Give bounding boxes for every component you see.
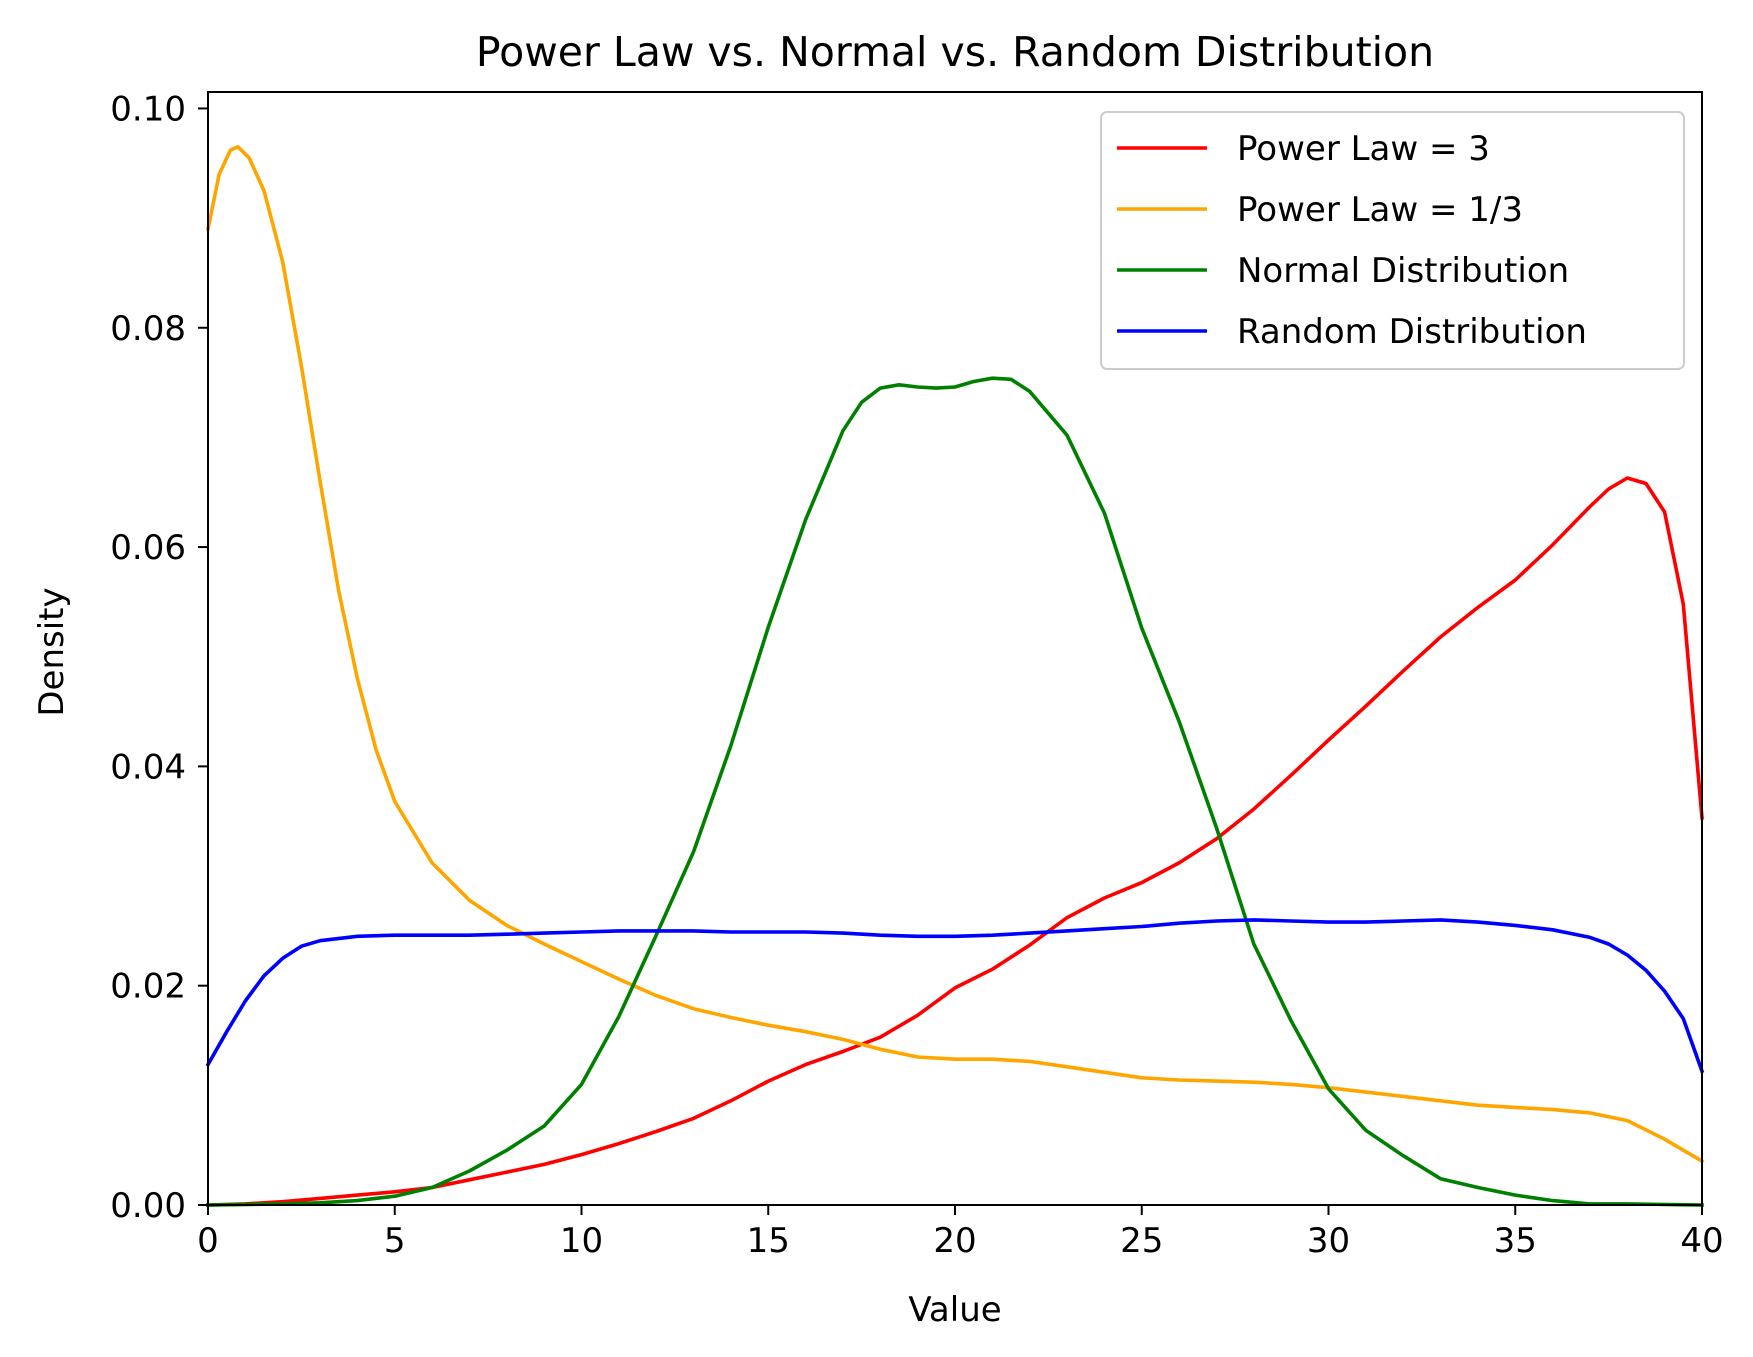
legend-label-3: Normal Distribution: [1237, 251, 1569, 291]
y-tick-label: 0.04: [110, 747, 186, 787]
chart-title: Power Law vs. Normal vs. Random Distribu…: [476, 28, 1434, 76]
legend: Power Law = 3 Power Law = 1/3 Normal Distr…: [1100, 111, 1685, 370]
y-tick-label: 0.10: [110, 89, 186, 129]
legend-label-2: Power Law = 1/3: [1237, 190, 1523, 230]
series-layer: [205, 145, 1705, 1207]
x-tick-label: 40: [1680, 1221, 1723, 1261]
x-axis: 0 5 10 15 20 25 30 35 40: [197, 1205, 1724, 1261]
y-axis: 0.00 0.02 0.04 0.06 0.08 0.10: [110, 89, 208, 1226]
y-tick-label: 0.06: [110, 528, 186, 568]
y-tick-label: 0.02: [110, 967, 186, 1007]
series-line-1: [206, 476, 1704, 1207]
x-tick-label: 30: [1307, 1221, 1350, 1261]
x-tick-label: 0: [197, 1221, 219, 1261]
series-line-2: [205, 145, 1705, 1164]
x-axis-title: Value: [908, 1290, 1001, 1330]
x-tick-label: 5: [384, 1221, 406, 1261]
legend-label-4: Random Distribution: [1237, 312, 1587, 352]
legend-box: [1100, 111, 1685, 370]
x-tick-label: 20: [933, 1221, 976, 1261]
x-tick-label: 10: [560, 1221, 603, 1261]
x-tick-label: 15: [747, 1221, 790, 1261]
series-line-3: [206, 376, 1704, 1207]
series-line-4: [205, 918, 1705, 1074]
y-axis-title: Density: [32, 587, 72, 716]
legend-label-1: Power Law = 3: [1237, 129, 1490, 169]
x-tick-label: 25: [1120, 1221, 1163, 1261]
y-tick-label: 0.08: [110, 309, 186, 349]
y-tick-label: 0.00: [110, 1186, 186, 1226]
x-tick-label: 35: [1494, 1221, 1537, 1261]
